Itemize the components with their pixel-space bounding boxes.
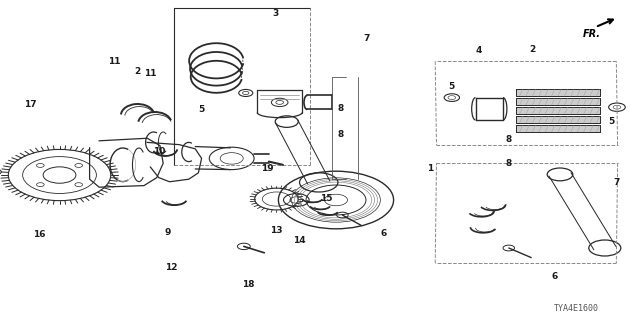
Text: 19: 19 bbox=[261, 164, 274, 172]
Text: 5: 5 bbox=[608, 117, 614, 126]
Text: 6: 6 bbox=[381, 229, 387, 238]
Text: 8: 8 bbox=[338, 130, 344, 139]
Text: 5: 5 bbox=[449, 82, 455, 91]
Text: 11: 11 bbox=[108, 57, 121, 66]
Text: 1: 1 bbox=[427, 164, 433, 173]
Text: 16: 16 bbox=[33, 230, 46, 239]
Text: 2: 2 bbox=[529, 45, 536, 54]
Text: 4: 4 bbox=[476, 46, 482, 55]
Text: 7: 7 bbox=[613, 178, 620, 187]
Text: 2: 2 bbox=[134, 67, 141, 76]
Text: 11: 11 bbox=[144, 69, 157, 78]
Text: 5: 5 bbox=[198, 105, 204, 114]
Text: 14: 14 bbox=[293, 236, 306, 245]
Text: 17: 17 bbox=[24, 100, 37, 108]
Text: 15: 15 bbox=[320, 194, 333, 203]
Text: 7: 7 bbox=[364, 34, 370, 43]
Text: TYA4E1600: TYA4E1600 bbox=[554, 304, 598, 313]
Text: 12: 12 bbox=[165, 263, 178, 272]
Text: 3: 3 bbox=[272, 9, 278, 18]
Text: 8: 8 bbox=[506, 135, 512, 144]
Text: 6: 6 bbox=[552, 272, 558, 281]
Text: 18: 18 bbox=[242, 280, 255, 289]
Text: 10: 10 bbox=[152, 147, 165, 156]
Text: 8: 8 bbox=[338, 104, 344, 113]
Text: 8: 8 bbox=[506, 159, 512, 168]
Text: FR.: FR. bbox=[583, 29, 601, 39]
Text: 9: 9 bbox=[164, 228, 171, 237]
Text: 13: 13 bbox=[270, 226, 283, 235]
